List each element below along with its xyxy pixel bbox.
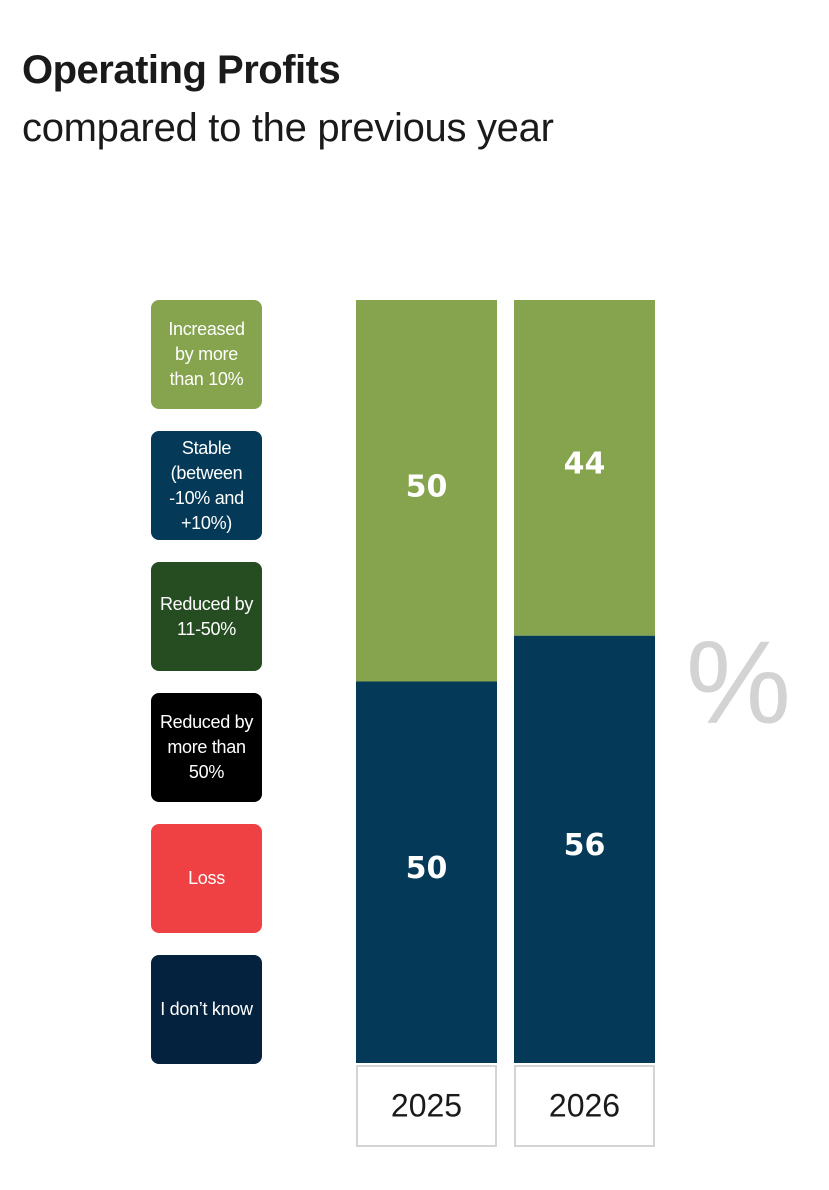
bar-segment xyxy=(356,300,497,682)
bar-segment xyxy=(514,300,655,636)
bar-value-label: 56 xyxy=(564,828,606,863)
legend-item: Increased by more than 10% xyxy=(151,300,262,409)
x-category-box xyxy=(514,1065,655,1147)
bar-value-label: 44 xyxy=(564,446,606,481)
legend-item: Reduced by more than 50% xyxy=(151,693,262,802)
chart-subtitle: compared to the previous year xyxy=(22,106,554,150)
legend-item: Reduced by 11-50% xyxy=(151,562,262,671)
legend-item: Stable (between -10% and +10%) xyxy=(151,431,262,540)
bar-segment xyxy=(514,635,655,1063)
legend-item-label: Loss xyxy=(188,868,225,888)
chart-title: Operating Profits xyxy=(22,48,341,92)
bar-value-label: 50 xyxy=(406,851,448,886)
legend-item: I don’t know xyxy=(151,955,262,1064)
legend-item-label: Stable (between -10% and +10%) xyxy=(169,437,244,533)
percent-unit-label: % xyxy=(686,617,791,749)
x-tick-label: 2025 xyxy=(391,1087,462,1123)
legend-item-label: Reduced by more than 50% xyxy=(159,712,254,782)
x-category-box xyxy=(356,1065,497,1147)
bar-value-label: 50 xyxy=(406,469,448,504)
legend-item-label: Increased by more than 10% xyxy=(168,319,245,389)
legend-item-label: Reduced by 11-50% xyxy=(159,593,254,639)
legend-item-label: I don’t know xyxy=(160,999,253,1019)
legend-item: Loss xyxy=(151,824,262,933)
x-tick-label: 2026 xyxy=(549,1087,620,1123)
bar-segment xyxy=(356,681,497,1063)
